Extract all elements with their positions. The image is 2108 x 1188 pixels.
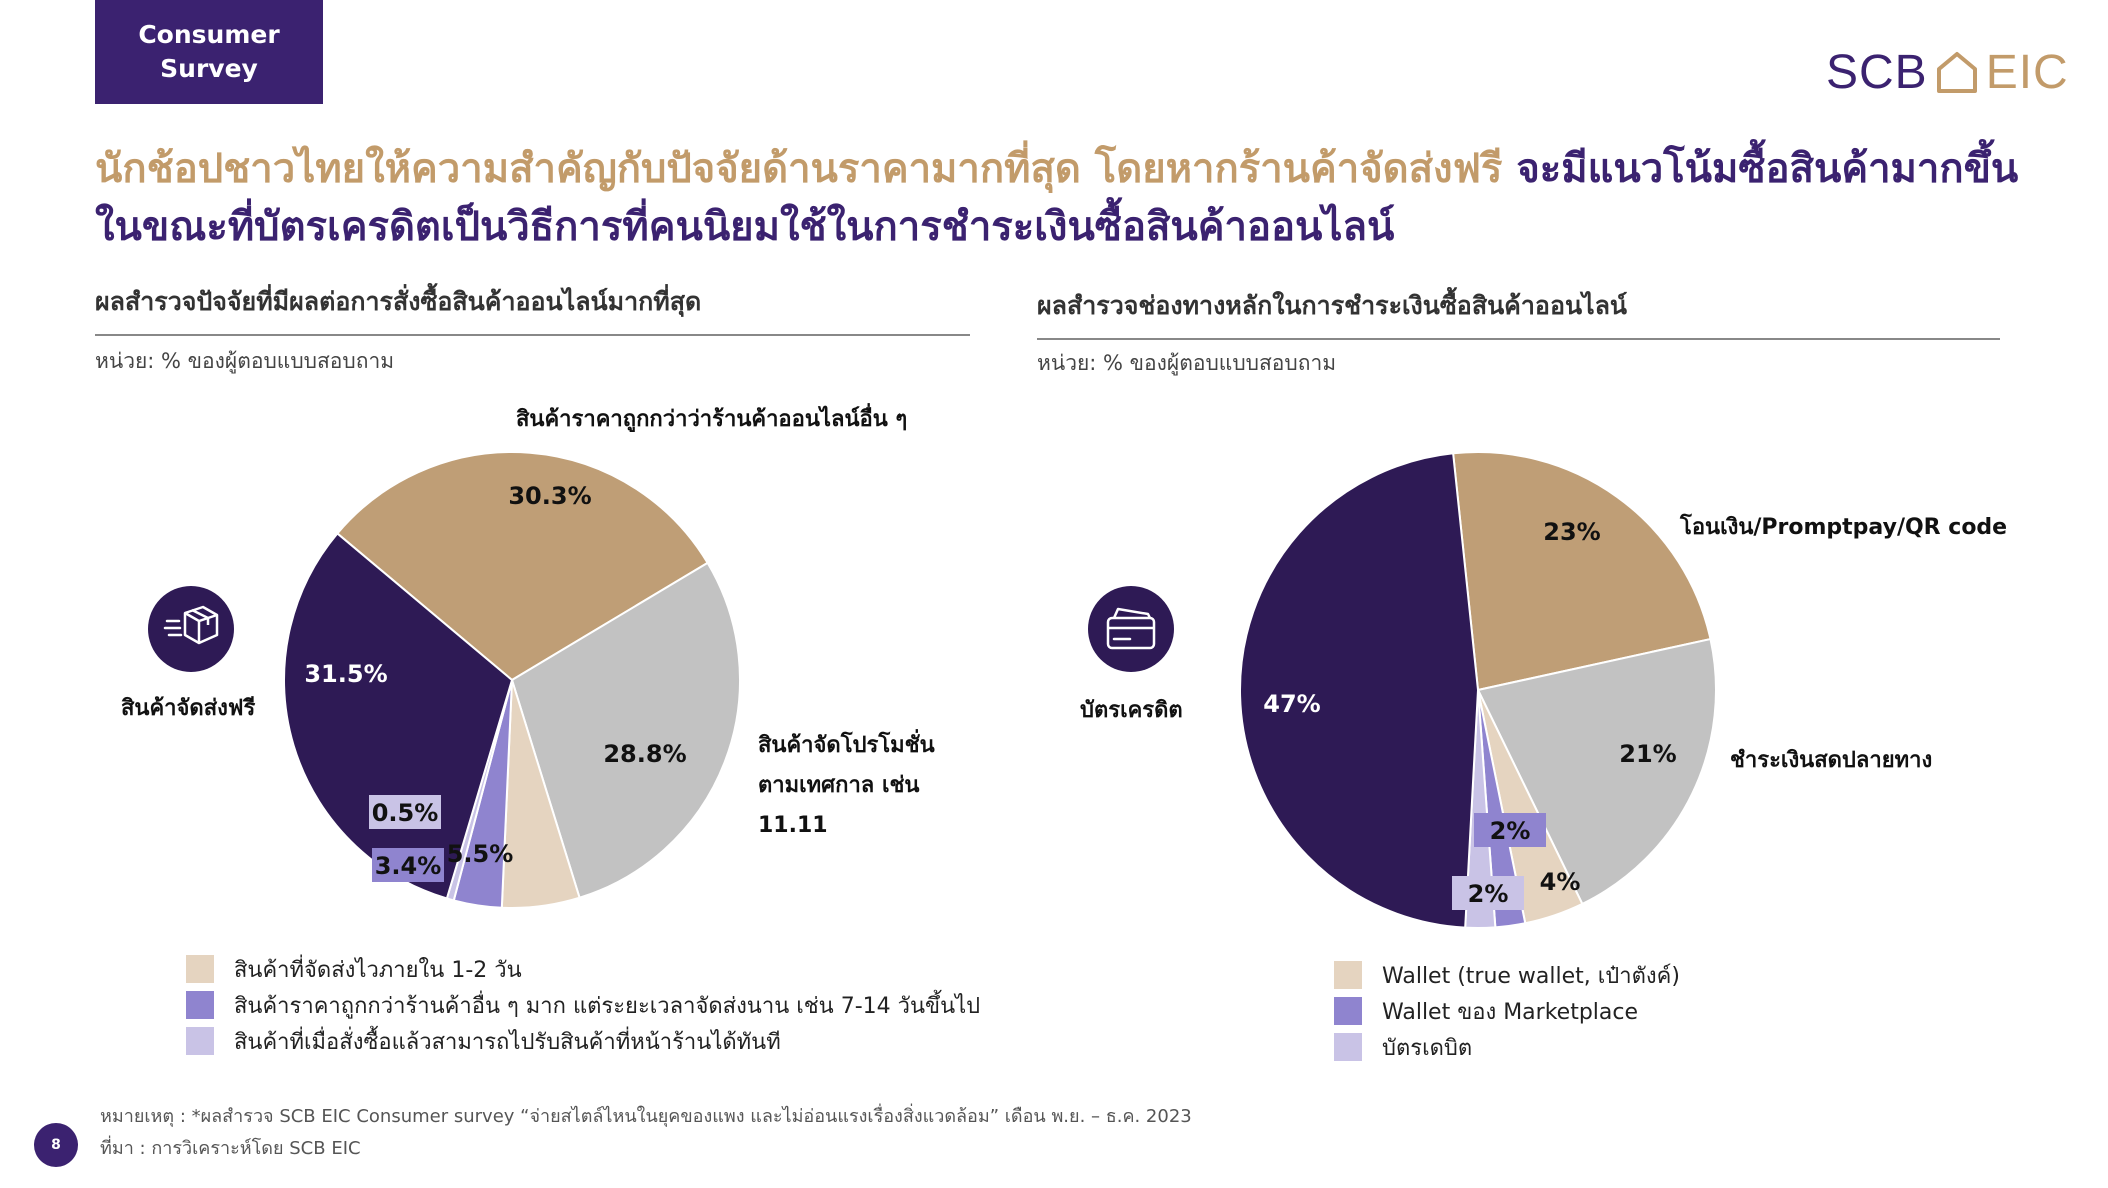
right-callout-cod: ชำระเงินสดปลายทาง [1730,748,1933,773]
legend-label: สินค้าราคาถูกกว่าร้านค้าอื่น ๆ มาก แต่ระ… [234,993,981,1019]
legend-item: บัตรเดบิต [1334,1029,1680,1065]
badge-line-2: Survey [160,54,258,83]
right-legend: Wallet (true wallet, เป๋าตังค์) Wallet ขอ… [1334,957,1680,1065]
legend-item: สินค้าที่จัดส่งไวภายใน 1-2 วัน [186,951,980,987]
data-label-box [1474,813,1546,847]
data-label: 28.8% [603,740,686,768]
headline-part-2: จะมีแนวโน้มซื้อสินค้ามากขึ้น [1502,146,2019,192]
headline-part-1: นักช้อปชาวไทยให้ความสำคัญกับปัจจัยด้านรา… [95,146,1503,192]
legend-item: สินค้าที่เมื่อสั่งซื้อแล้วสามารถไปรับสิน… [186,1023,980,1059]
legend-label: สินค้าที่จัดส่งไวภายใน 1-2 วัน [234,957,522,983]
left-icon-label: สินค้าจัดส่งฟรี [121,696,256,721]
right-icon-label: บัตรเครดิต [1080,698,1183,723]
data-label: 47% [1263,690,1320,718]
data-label: 4% [1540,868,1581,896]
data-label: 2% [1468,880,1509,908]
left-callout-right-line-3: 11.11 [758,813,828,838]
left-unit: หน่วย: % ของผู้ตอบแบบสอบถาม [95,349,395,373]
legend-label: Wallet (true wallet, เป๋าตังค์) [1382,963,1680,989]
pie-slice [1239,452,1480,929]
source-note: ที่มา : การวิเคราะห์โดย SCB EIC [100,1138,361,1159]
legend-label: บัตรเดบิต [1382,1035,1473,1061]
delivery-box-icon [148,586,234,672]
footnote: หมายเหตุ : *ผลสำรวจ SCB EIC Consumer sur… [100,1106,1192,1127]
pie-slice [335,451,709,682]
headline: นักช้อปชาวไทยให้ความสำคัญกับปัจจัยด้านรา… [95,140,2055,256]
scb-eic-logo: SCB EIC [1826,42,2069,102]
legend-item: Wallet (true wallet, เป๋าตังค์) [1334,957,1680,993]
left-legend: สินค้าที่จัดส่งไวภายใน 1-2 วันสินค้าราคา… [186,951,980,1059]
left-panel-title: ผลสำรวจปัจจัยที่มีผลต่อการสั่งซื้อสินค้า… [95,282,970,336]
data-label: 3.4% [375,852,442,880]
legend-label: สินค้าที่เมื่อสั่งซื้อแล้วสามารถไปรับสิน… [234,1029,781,1055]
data-label: 5.5% [447,840,514,868]
data-label: 31.5% [304,660,387,688]
left-callout-top: สินค้าราคาถูกกว่าว่าร้านค้าออนไลน์อื่น ๆ [516,407,908,432]
consumer-survey-badge: Consumer Survey [95,0,323,104]
legend-swatch [1334,1033,1362,1061]
page-number: 8 [34,1123,78,1167]
left-callout-right-line-2: ตามเทศกาล เช่น [758,773,920,798]
data-label: 23% [1543,518,1600,546]
data-label-box [372,848,444,882]
data-label-box [369,795,441,829]
legend-swatch [1334,997,1362,1025]
data-label: 21% [1619,740,1676,768]
data-label-box [1452,876,1524,910]
legend-swatch [186,1027,214,1055]
data-label: 0.5% [372,799,439,827]
legend-label: Wallet ของ Marketplace [1382,999,1639,1025]
headline-line-2: ในขณะที่บัตรเครดิตเป็นวิธีการที่คนนิยมใช… [95,204,1395,250]
logo-text-eic: EIC [1985,45,2069,99]
right-unit: หน่วย: % ของผู้ตอบแบบสอบถาม [1037,351,1337,375]
legend-swatch [186,991,214,1019]
house-icon [1936,52,1977,93]
badge-line-1: Consumer [138,20,280,49]
right-callout-transfer: โอนเงิน/Promptpay/QR code [1680,515,2008,540]
credit-card-icon [1088,586,1174,672]
legend-swatch [1334,961,1362,989]
legend-swatch [186,955,214,983]
pie-slice [510,561,741,900]
left-callout-right: สินค้าจัดโปรโมชั่น ตามเทศกาล เช่น 11.11 [758,726,935,846]
pie-slice [1452,451,1712,692]
right-panel-title: ผลสำรวจช่องทางหลักในการชำระเงินซื้อสินค้… [1037,286,2000,340]
data-label: 30.3% [508,482,591,510]
legend-item: สินค้าราคาถูกกว่าร้านค้าอื่น ๆ มาก แต่ระ… [186,987,980,1023]
logo-text-scb: SCB [1826,45,1928,99]
left-callout-right-line-1: สินค้าจัดโปรโมชั่น [758,733,935,758]
legend-item: Wallet ของ Marketplace [1334,993,1680,1029]
data-label: 2% [1490,817,1531,845]
pie-slice [1476,637,1717,906]
